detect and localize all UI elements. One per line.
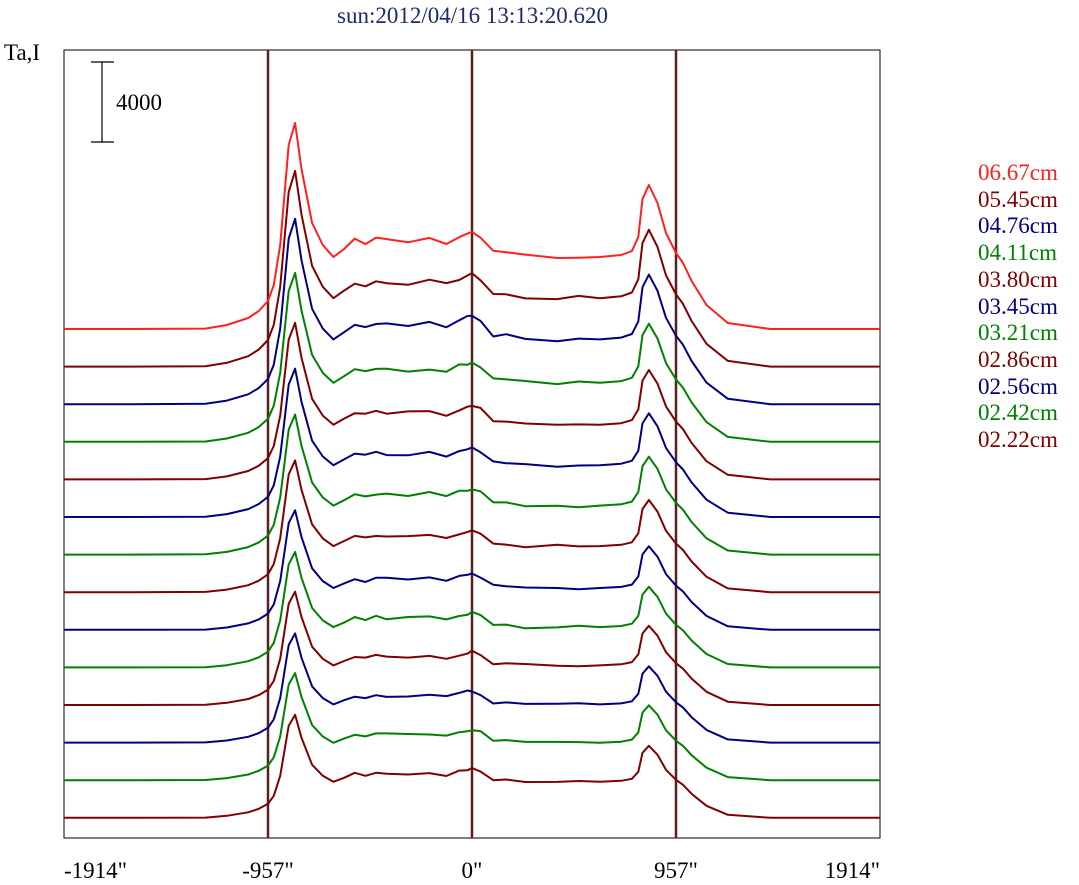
vertical-markers (266, 50, 678, 838)
scale-bar: 4000 (91, 61, 162, 143)
scale-bar-label: 4000 (116, 90, 162, 115)
series-line (64, 122, 880, 330)
series-line (64, 459, 880, 594)
legend-item: 02.42cm (978, 400, 1058, 426)
series-line (64, 321, 880, 481)
series-line (64, 590, 880, 706)
x-tick-label: -1914" (64, 858, 127, 883)
legend-item: 06.67cm (978, 160, 1058, 185)
y-axis-label: Ta,I (4, 40, 41, 65)
legend-item: 02.56cm (978, 373, 1058, 399)
legend-item: 02.22cm (978, 427, 1058, 453)
legend-item: 02.86cm (978, 346, 1058, 372)
series-line (64, 413, 880, 556)
legend-item: 03.80cm (978, 266, 1058, 292)
series-line (64, 169, 880, 368)
x-tick-label: -957" (242, 858, 294, 883)
series-line (64, 271, 880, 443)
x-tick-labels: -1914" -957" 0" 957" 1914" (64, 858, 880, 883)
legend-item: 03.45cm (978, 293, 1058, 319)
series-line (64, 551, 880, 669)
legend-item: 04.11cm (978, 240, 1057, 266)
series-line (64, 632, 880, 744)
series-line (64, 509, 880, 631)
x-tick-label: 0" (462, 858, 483, 883)
x-tick-label: 957" (654, 858, 698, 883)
series-line (64, 367, 880, 518)
chart-title: sun:2012/04/16 13:13:20.620 (337, 3, 608, 28)
series-line (64, 672, 880, 782)
legend-item: 03.21cm (978, 320, 1058, 346)
legend-item: 05.45cm (978, 186, 1058, 212)
series-line (64, 217, 880, 406)
x-tick-label: 1914" (825, 858, 880, 883)
series-line (64, 713, 880, 819)
legend-item: 04.76cm (978, 213, 1058, 239)
series-group (64, 122, 880, 819)
legend: 06.67cm 05.45cm 04.76cm 04.11cm 03.80cm 03.45… (978, 160, 1079, 454)
